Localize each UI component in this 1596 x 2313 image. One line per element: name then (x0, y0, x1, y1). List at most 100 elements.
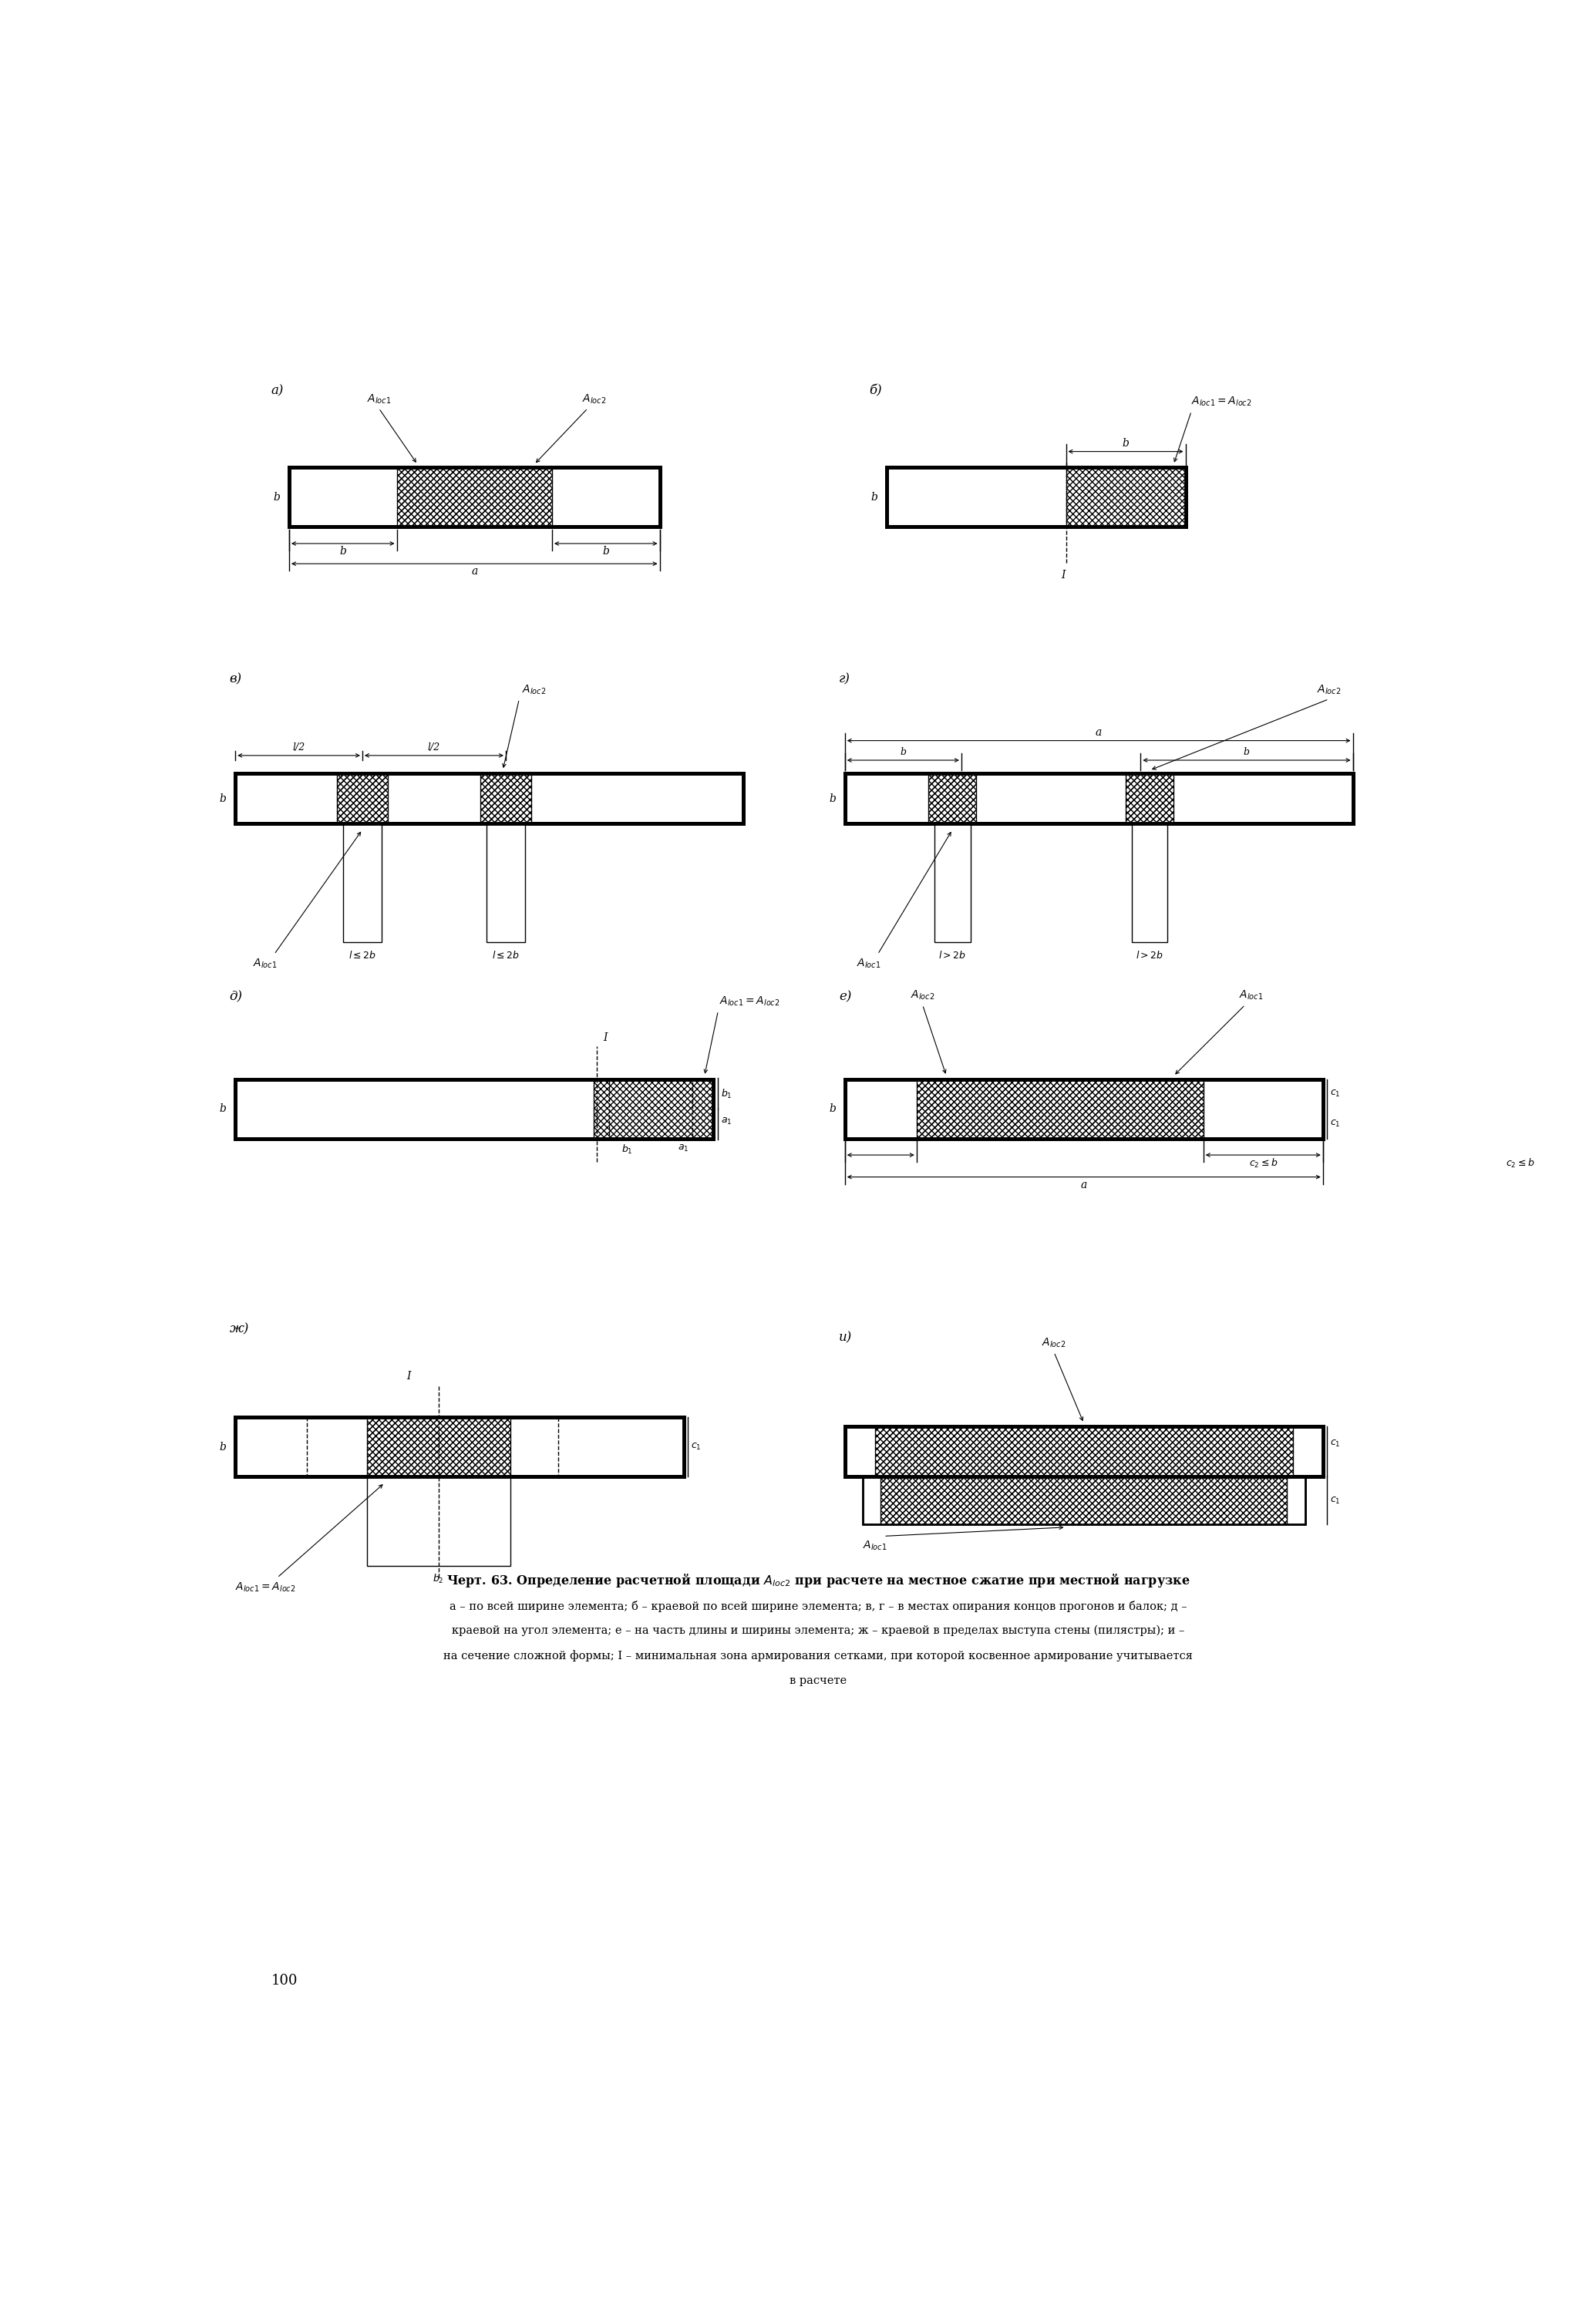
Text: b: b (1243, 747, 1250, 756)
Text: $c_2{\leq}b$: $c_2{\leq}b$ (1248, 1156, 1277, 1170)
Bar (289, 467, 659, 527)
Text: $b_1$: $b_1$ (720, 1087, 733, 1101)
Bar (875, 1427, 1293, 1476)
Text: $b_2$: $b_2$ (433, 1573, 444, 1584)
Bar (487, 823, 525, 941)
Bar (863, 1476, 1306, 1524)
Bar (844, 773, 1353, 823)
Bar (863, 1476, 1306, 1524)
Bar (844, 1078, 1323, 1138)
Bar (887, 467, 1186, 527)
Bar (306, 1418, 559, 1476)
Text: $A_{loc2}$: $A_{loc2}$ (522, 682, 546, 696)
Text: $l{\leq}2b$: $l{\leq}2b$ (348, 951, 377, 960)
Text: I: I (407, 1372, 410, 1381)
Text: а): а) (271, 384, 284, 398)
Text: краевой на угол элемента; е – на часть длины и ширины элемента; ж – краевой в пр: краевой на угол элемента; е – на часть д… (452, 1626, 1184, 1635)
Bar (844, 1427, 1323, 1476)
Text: l/2: l/2 (292, 742, 305, 752)
Bar (1125, 773, 1173, 823)
Text: $A_{loc2}$: $A_{loc2}$ (1317, 682, 1341, 696)
Bar (235, 1418, 683, 1476)
Text: $c_1$: $c_1$ (1329, 1439, 1341, 1448)
Bar (935, 823, 970, 941)
Text: $c_2{\leq}b$: $c_2{\leq}b$ (1505, 1156, 1534, 1170)
Bar (367, 1418, 511, 1476)
Bar (235, 1078, 713, 1138)
Bar (235, 1418, 683, 1476)
Bar (929, 773, 977, 823)
Bar (1132, 823, 1168, 941)
Bar (367, 1418, 511, 1476)
Text: в расчете: в расчете (790, 1675, 846, 1686)
Text: Черт. 63. Определение расчетной площади $A_{loc2}$ при расчете на местное сжатие: Черт. 63. Определение расчетной площади … (447, 1573, 1189, 1589)
Text: $A_{loc2}$: $A_{loc2}$ (910, 990, 935, 1002)
Text: $c_1$: $c_1$ (1329, 1089, 1341, 1099)
Text: $A_{loc1}=A_{loc2}$: $A_{loc1}=A_{loc2}$ (720, 995, 780, 1008)
Text: $c_1$: $c_1$ (1329, 1497, 1341, 1506)
Text: г): г) (839, 673, 851, 685)
Text: д): д) (230, 990, 243, 1004)
Text: $A_{loc1}=A_{loc2}$: $A_{loc1}=A_{loc2}$ (1191, 396, 1251, 407)
Bar (929, 773, 977, 823)
Bar (397, 467, 552, 527)
Bar (337, 773, 388, 823)
Text: b: b (871, 493, 878, 502)
Bar (1066, 467, 1186, 527)
Bar (289, 467, 659, 527)
Text: на сечение сложной формы; I – минимальная зона армирования сетками, при которой : на сечение сложной формы; I – минимальна… (444, 1649, 1192, 1661)
Bar (844, 1078, 1323, 1138)
Text: е): е) (839, 990, 852, 1004)
Text: $a_1$: $a_1$ (678, 1143, 689, 1154)
Text: a: a (1080, 1180, 1087, 1191)
Text: $A_{loc2}$: $A_{loc2}$ (583, 393, 606, 405)
Text: b: b (340, 546, 346, 557)
Text: $A_{loc1}$: $A_{loc1}$ (254, 958, 278, 969)
Text: $A_{loc1}$: $A_{loc1}$ (862, 1538, 887, 1552)
Text: b: b (602, 546, 610, 557)
Text: $A_{loc1}$: $A_{loc1}$ (367, 393, 391, 405)
Text: $a_1$: $a_1$ (720, 1117, 731, 1126)
Text: $c_1$: $c_1$ (691, 1441, 701, 1453)
Bar (480, 773, 531, 823)
Bar (875, 1427, 1293, 1476)
Bar (916, 1078, 1203, 1138)
Bar (235, 1078, 713, 1138)
Text: a: a (1095, 726, 1101, 738)
Text: ж): ж) (230, 1323, 249, 1335)
Text: b: b (220, 1103, 227, 1115)
Text: $A_{loc2}$: $A_{loc2}$ (1042, 1337, 1066, 1348)
Text: $l{\leq}2b$: $l{\leq}2b$ (492, 951, 520, 960)
Text: в): в) (230, 673, 243, 685)
Text: b: b (1122, 437, 1128, 449)
Bar (881, 1476, 1286, 1524)
Text: а – по всей ширине элемента; б – краевой по всей ширине элемента; в, г – в места: а – по всей ширине элемента; б – краевой… (448, 1601, 1187, 1612)
Bar (1125, 773, 1173, 823)
Bar (343, 823, 381, 941)
Text: $A_{loc1}=A_{loc2}$: $A_{loc1}=A_{loc2}$ (235, 1580, 295, 1594)
Text: a: a (471, 567, 477, 576)
Text: b: b (220, 793, 227, 805)
Text: b: b (900, 747, 907, 756)
Bar (916, 1078, 1203, 1138)
Text: l/2: l/2 (428, 742, 440, 752)
Bar (881, 1476, 1286, 1524)
Bar (844, 773, 1353, 823)
Bar (337, 773, 388, 823)
Text: b: b (828, 793, 836, 805)
Text: I: I (1061, 569, 1065, 581)
Bar (887, 467, 1186, 527)
Bar (594, 1078, 713, 1138)
Bar (480, 773, 531, 823)
Bar (235, 773, 744, 823)
Text: б): б) (868, 384, 881, 398)
Text: $l{>}2b$: $l{>}2b$ (938, 951, 966, 960)
Text: и): и) (839, 1332, 852, 1344)
Text: 100: 100 (271, 1973, 298, 1987)
Text: $b_1$: $b_1$ (621, 1143, 632, 1156)
Text: $c_1$: $c_1$ (1329, 1119, 1341, 1129)
Bar (367, 1476, 511, 1566)
Text: b: b (828, 1103, 836, 1115)
Bar (608, 1078, 693, 1138)
Bar (844, 1427, 1323, 1476)
